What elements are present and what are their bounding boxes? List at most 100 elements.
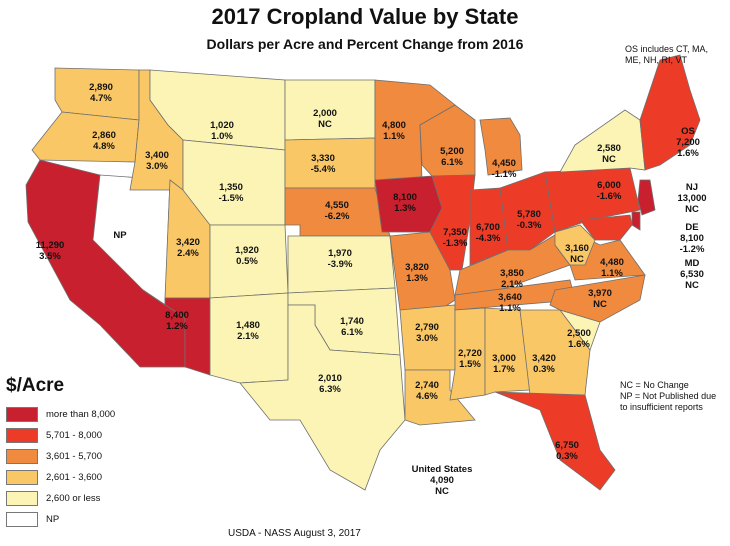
state-label-il: 7,350 -1.3% xyxy=(443,227,468,249)
state-change: 6.1% xyxy=(441,157,463,168)
state-label-wi: 5,200 6.1% xyxy=(440,146,464,168)
state-label-ny: 2,580 NC xyxy=(597,143,621,165)
state-value: 2,740 xyxy=(415,380,439,391)
state-label-wy: 1,350 -1.5% xyxy=(219,182,244,204)
legend-swatch xyxy=(6,406,38,422)
state-change: 1.7% xyxy=(493,364,515,375)
us-total-label: United States 4,090 NC xyxy=(411,464,473,497)
state-change: 1.2% xyxy=(166,321,188,332)
state-value: 3,420 xyxy=(532,353,556,364)
state-change: 1.1% xyxy=(601,268,623,279)
state-change: 3.5% xyxy=(39,251,61,262)
legend-label: NP xyxy=(46,513,60,525)
state-mi xyxy=(479,117,523,176)
state-value: 2,010 xyxy=(318,373,342,384)
state-value: 2,580 xyxy=(597,143,621,154)
state-change: -0.3% xyxy=(516,220,542,231)
source-footer: USDA - NASS August 3, 2017 xyxy=(228,528,361,539)
state-value: 6,750 xyxy=(555,440,579,451)
state-change: -5.4% xyxy=(310,164,336,175)
state-change: NC xyxy=(593,299,607,310)
state-change: 0.3% xyxy=(556,451,578,462)
state-label-pa: 6,000 -1.6% xyxy=(597,180,622,202)
state-value: 3,400 xyxy=(145,150,169,161)
state-nj xyxy=(637,179,656,216)
state-change: -1.3% xyxy=(442,238,468,249)
state-label-va: 4,480 1.1% xyxy=(600,257,624,279)
state-ga xyxy=(519,309,591,396)
state-value: 2,860 xyxy=(92,130,116,141)
state-value: 3,160 xyxy=(565,243,589,254)
state-label-wv: 3,160 NC xyxy=(565,243,589,265)
legend-item: 2,600 or less xyxy=(6,490,100,506)
state-change: 4.6% xyxy=(416,391,438,402)
legend-label: 5,701 - 8,000 xyxy=(46,429,102,441)
legend-title: $/Acre xyxy=(6,375,65,396)
side-label-nj: NJ 13,000 NC xyxy=(677,182,707,215)
state-value: 2,000 xyxy=(313,108,337,119)
legend-item: 3,601 - 5,700 xyxy=(6,448,102,464)
legend-item: NP xyxy=(6,511,59,527)
state-value: 4,800 xyxy=(382,120,406,131)
state-change: 4.7% xyxy=(90,93,112,104)
state-change: 4.8% xyxy=(93,141,115,152)
state-value: 4,450 xyxy=(492,158,516,169)
state-label-tx: 2,010 6.3% xyxy=(318,373,342,395)
state-change: 6.3% xyxy=(319,384,341,395)
state-change: -1.1% xyxy=(491,169,517,180)
state-label-mn: 4,800 1.1% xyxy=(382,120,406,142)
side-label-md: MD 6,530 NC xyxy=(680,258,704,291)
state-change: NC xyxy=(570,254,584,265)
state-de xyxy=(631,211,641,231)
abbreviation-notes: NC = No Change NP = Not Published due to… xyxy=(620,380,717,412)
legend-swatch xyxy=(6,448,38,464)
state-change: NC xyxy=(602,154,616,165)
state-change: -1.5% xyxy=(218,193,244,204)
state-change: 2.1% xyxy=(237,331,259,342)
state-value: 8,100 xyxy=(393,192,417,203)
state-value: 3,970 xyxy=(588,288,612,299)
state-label-nm: 1,480 2.1% xyxy=(236,320,260,342)
state-change: 1.5% xyxy=(459,359,481,370)
legend-swatch xyxy=(6,469,38,485)
state-value: 1,020 xyxy=(210,120,234,131)
state-label-mo: 3,820 1.3% xyxy=(405,262,429,284)
state-label-id: 3,400 3.0% xyxy=(145,150,169,172)
side-label-de: DE 8,100 -1.2% xyxy=(679,222,705,255)
state-label-sc: 2,500 1.6% xyxy=(567,328,591,350)
state-change: 3.0% xyxy=(416,333,438,344)
state-or xyxy=(31,111,140,163)
state-label-mt: 1,020 1.0% xyxy=(210,120,234,142)
state-value: 1,740 xyxy=(340,316,364,327)
os-note: OS includes CT, MA, ME, NH, RI, VT xyxy=(625,44,709,65)
state-value: 3,420 xyxy=(176,237,200,248)
state-label-az: 8,400 1.2% xyxy=(165,310,189,332)
state-label-mi: 4,450 -1.1% xyxy=(492,158,517,180)
legend-label: 2,601 - 3,600 xyxy=(46,471,102,483)
state-value: 5,200 xyxy=(440,146,464,157)
map-title: 2017 Cropland Value by State xyxy=(211,4,519,29)
state-value: 7,350 xyxy=(443,227,467,238)
state-change: 2.4% xyxy=(177,248,199,259)
state-al xyxy=(484,307,531,396)
state-label-oh: 5,780 -0.3% xyxy=(517,209,542,231)
state-change: 1.1% xyxy=(499,303,521,314)
state-change: -4.3% xyxy=(475,233,501,244)
state-change: 3.0% xyxy=(146,161,168,172)
state-label-ky: 3,850 2.1% xyxy=(500,268,524,290)
state-label-ks: 1,970 -3.9% xyxy=(328,248,353,270)
state-change: 2.1% xyxy=(501,279,523,290)
state-ms xyxy=(449,307,486,401)
state-value: 3,640 xyxy=(498,292,522,303)
state-value: 5,780 xyxy=(517,209,541,220)
legend-label: more than 8,000 xyxy=(46,408,116,420)
state-value: 4,480 xyxy=(600,257,624,268)
state-value: 2,790 xyxy=(415,322,439,333)
state-la xyxy=(404,369,476,426)
legend-swatch xyxy=(6,511,38,527)
state-change: 1.6% xyxy=(568,339,590,350)
state-value: 1,350 xyxy=(219,182,243,193)
state-change: 0.3% xyxy=(533,364,555,375)
legend-item: more than 8,000 xyxy=(6,406,115,422)
state-fl xyxy=(494,391,616,491)
